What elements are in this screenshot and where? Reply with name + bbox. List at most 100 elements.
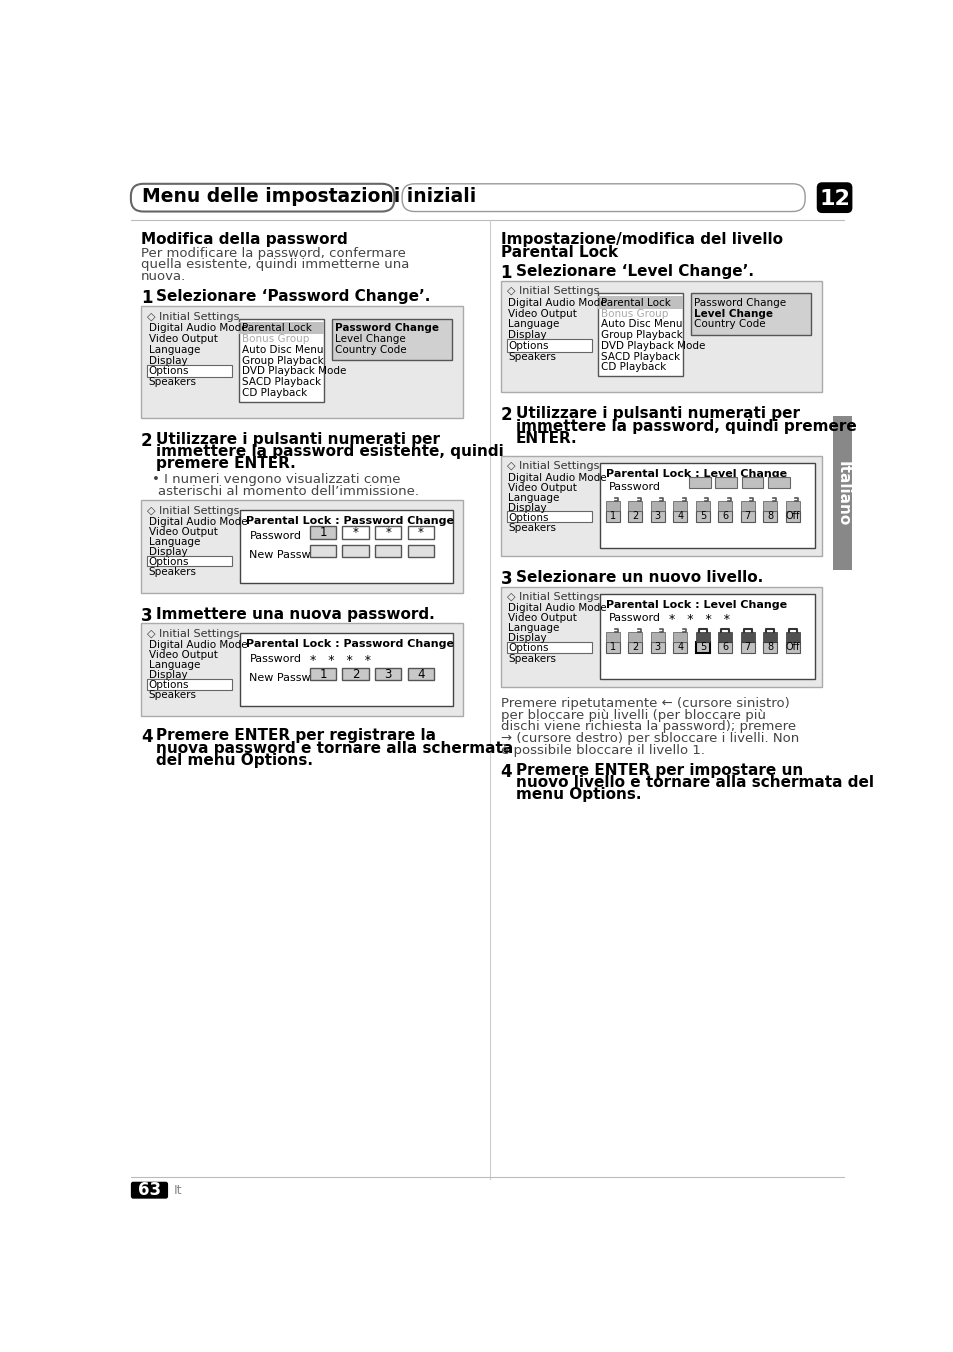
Bar xyxy=(500,587,821,687)
Text: Display: Display xyxy=(149,671,187,680)
Text: Speakers: Speakers xyxy=(149,377,196,387)
Text: 4: 4 xyxy=(500,763,512,781)
Text: Selezionare ‘Level Change’.: Selezionare ‘Level Change’. xyxy=(516,264,753,279)
Text: Language: Language xyxy=(149,660,200,671)
Bar xyxy=(762,631,777,642)
Text: ◇ Initial Settings: ◇ Initial Settings xyxy=(506,461,598,470)
Bar xyxy=(650,511,664,522)
Bar xyxy=(141,500,462,592)
Bar xyxy=(238,319,323,402)
Text: Modifica della password: Modifica della password xyxy=(141,231,347,246)
Text: New Password: New Password xyxy=(249,673,329,683)
Text: → (cursore destro) per sbloccare i livelli. Non: → (cursore destro) per sbloccare i livel… xyxy=(500,731,798,745)
Text: Off: Off xyxy=(784,511,799,522)
Text: nuovo livello e tornare alla schermata del: nuovo livello e tornare alla schermata d… xyxy=(516,775,873,790)
Bar xyxy=(598,293,682,376)
Text: del menu Options.: del menu Options. xyxy=(156,753,314,768)
Text: *: * xyxy=(417,526,423,539)
Text: 4: 4 xyxy=(677,642,682,653)
Bar xyxy=(238,322,323,334)
Text: Password: Password xyxy=(608,481,660,492)
Bar xyxy=(375,668,401,680)
Text: Menu delle impostazioni iniziali: Menu delle impostazioni iniziali xyxy=(142,188,476,207)
Text: Speakers: Speakers xyxy=(508,523,556,533)
Text: 7: 7 xyxy=(744,511,750,522)
Bar xyxy=(628,511,641,522)
Text: Group Playback: Group Playback xyxy=(600,330,682,341)
Text: 5: 5 xyxy=(699,642,705,653)
Text: Selezionare un nuovo livello.: Selezionare un nuovo livello. xyxy=(516,569,762,584)
Text: Options: Options xyxy=(508,644,548,653)
Bar xyxy=(147,679,233,690)
Text: Parental Lock : Level Change: Parental Lock : Level Change xyxy=(605,600,786,610)
Text: Password Change: Password Change xyxy=(335,323,438,333)
Text: Password: Password xyxy=(608,612,660,623)
Text: 2: 2 xyxy=(141,431,152,450)
Bar xyxy=(599,595,815,679)
Text: *   *   *   *: * * * * xyxy=(669,612,730,626)
Text: Password: Password xyxy=(249,654,301,664)
Bar xyxy=(695,642,709,653)
Text: ◇ Initial Settings: ◇ Initial Settings xyxy=(147,506,239,515)
Text: 3: 3 xyxy=(141,607,152,625)
Text: Parental Lock: Parental Lock xyxy=(500,246,617,261)
Text: Display: Display xyxy=(508,503,546,512)
Text: Language: Language xyxy=(508,319,559,330)
Text: 3: 3 xyxy=(500,569,512,588)
Text: DVD Playback Mode: DVD Playback Mode xyxy=(600,341,705,352)
Text: Video Output: Video Output xyxy=(508,614,577,623)
Text: 6: 6 xyxy=(721,511,727,522)
Text: immettere la password, quindi premere: immettere la password, quindi premere xyxy=(516,419,856,434)
Text: Country Code: Country Code xyxy=(694,319,765,330)
Text: Speakers: Speakers xyxy=(149,691,196,700)
Bar xyxy=(342,668,369,680)
Text: Language: Language xyxy=(149,345,200,354)
Bar xyxy=(718,511,732,522)
Text: *   *   *   *: * * * * xyxy=(310,654,371,668)
Bar xyxy=(762,642,777,653)
Text: Password Change: Password Change xyxy=(694,297,785,308)
Text: immettere la password esistente, quindi: immettere la password esistente, quindi xyxy=(156,443,504,460)
Bar xyxy=(506,642,592,653)
Bar xyxy=(147,365,233,377)
Text: Display: Display xyxy=(508,330,546,341)
Text: Video Output: Video Output xyxy=(149,527,217,537)
Text: 8: 8 xyxy=(766,642,773,653)
Text: Digital Audio Mode: Digital Audio Mode xyxy=(149,518,247,527)
Bar xyxy=(407,545,434,557)
Text: Premere ENTER per impostare un: Premere ENTER per impostare un xyxy=(516,763,802,777)
Bar xyxy=(785,642,799,653)
Bar xyxy=(240,633,453,706)
Text: 1: 1 xyxy=(319,668,327,681)
Text: Options: Options xyxy=(149,557,189,568)
FancyBboxPatch shape xyxy=(131,1182,168,1199)
Bar xyxy=(650,642,664,653)
Bar xyxy=(715,477,736,488)
Bar xyxy=(740,511,754,522)
Text: per bloccare più livelli (per bloccare più: per bloccare più livelli (per bloccare p… xyxy=(500,708,764,722)
Text: ◇ Initial Settings: ◇ Initial Settings xyxy=(147,629,239,639)
FancyBboxPatch shape xyxy=(402,184,804,211)
Text: 12: 12 xyxy=(819,189,849,210)
Text: Password: Password xyxy=(249,531,301,541)
Bar xyxy=(375,545,401,557)
Text: Options: Options xyxy=(508,341,548,352)
Text: Language: Language xyxy=(149,537,200,548)
Text: 1: 1 xyxy=(141,289,152,307)
Text: Digital Audio Mode: Digital Audio Mode xyxy=(149,641,247,650)
Text: New Password: New Password xyxy=(249,549,329,560)
Bar xyxy=(718,631,732,642)
Bar xyxy=(375,526,401,538)
Text: 1: 1 xyxy=(609,642,616,653)
Text: Auto Disc Menu: Auto Disc Menu xyxy=(600,319,682,330)
Text: Country Code: Country Code xyxy=(335,345,406,354)
Text: Off: Off xyxy=(784,642,799,653)
Text: 3: 3 xyxy=(654,642,660,653)
Bar xyxy=(240,510,453,583)
Text: 3: 3 xyxy=(654,511,660,522)
Bar xyxy=(832,416,852,571)
Text: menu Options.: menu Options. xyxy=(516,787,640,803)
Text: Utilizzare i pulsanti numerati per: Utilizzare i pulsanti numerati per xyxy=(156,431,440,446)
Text: 63: 63 xyxy=(138,1182,161,1199)
Text: 5: 5 xyxy=(699,511,705,522)
